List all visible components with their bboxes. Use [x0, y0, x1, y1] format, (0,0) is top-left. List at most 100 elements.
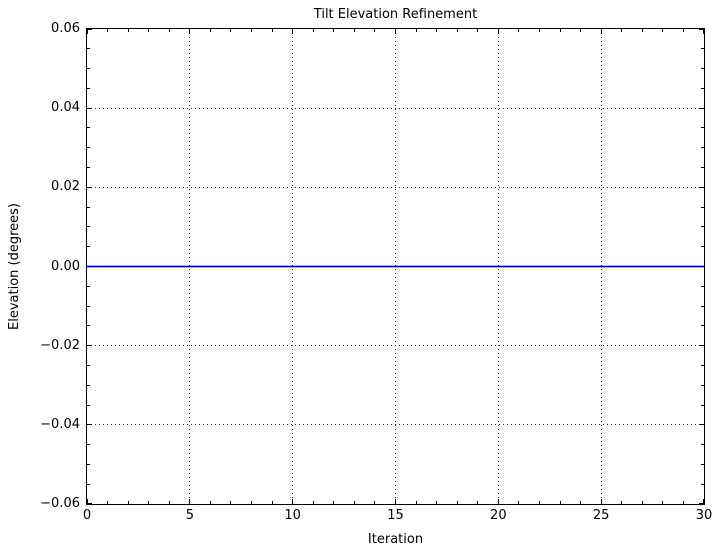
y-tick-right — [701, 68, 704, 70]
x-tick-bottom — [559, 501, 561, 504]
y-tick-right — [701, 48, 704, 50]
y-tick-right — [701, 285, 704, 287]
y-tick-right — [701, 305, 704, 307]
x-tick-top — [374, 29, 376, 32]
y-tick-right — [701, 384, 704, 386]
x-tick-top — [559, 29, 561, 32]
y-tick-label: 0.00 — [51, 258, 80, 274]
y-tick-right — [699, 29, 704, 30]
y-tick-left — [87, 345, 92, 347]
y-tick-left — [87, 246, 90, 248]
x-tick-top — [87, 29, 88, 34]
x-tick-label: 10 — [284, 508, 301, 523]
y-tick-left — [87, 285, 90, 287]
x-tick-top — [456, 29, 458, 32]
x-tick-bottom — [251, 501, 253, 504]
x-tick-top — [271, 29, 273, 32]
y-tick-right — [701, 404, 704, 406]
y-tick-right — [701, 87, 704, 89]
y-tick-left — [87, 186, 92, 188]
y-tick-right — [701, 206, 704, 208]
y-tick-label: 0.06 — [51, 21, 80, 36]
y-tick-label: −0.06 — [40, 496, 80, 511]
y-tick-left — [87, 206, 90, 208]
x-tick-bottom — [518, 501, 520, 504]
x-tick-bottom — [312, 501, 314, 504]
y-tick-label: 0.04 — [51, 100, 80, 116]
y-tick-right — [699, 424, 704, 426]
x-tick-top — [168, 29, 170, 32]
x-tick-top — [292, 29, 294, 34]
y-tick-right — [701, 444, 704, 446]
y-tick-left — [87, 463, 90, 465]
y-tick-right — [699, 186, 704, 188]
x-tick-bottom — [271, 501, 273, 504]
x-tick-bottom — [436, 501, 438, 504]
y-tick-right — [699, 345, 704, 347]
y-tick-label: −0.02 — [40, 337, 80, 353]
gridline-horizontal — [87, 345, 704, 347]
y-tick-left — [87, 226, 90, 228]
x-tick-top — [189, 29, 191, 34]
x-tick-top — [600, 29, 602, 34]
x-tick-bottom — [477, 501, 479, 504]
y-tick-left — [87, 444, 90, 446]
x-tick-bottom — [127, 501, 129, 504]
y-tick-left — [87, 127, 90, 129]
x-tick-label: 20 — [490, 508, 507, 523]
series-canvas — [87, 265, 704, 268]
y-tick-left — [87, 483, 90, 485]
x-tick-bottom — [456, 501, 458, 504]
y-tick-right — [701, 246, 704, 248]
x-tick-top — [127, 29, 129, 32]
x-tick-bottom — [641, 501, 643, 504]
x-tick-top — [538, 29, 540, 32]
gridline-horizontal — [87, 107, 704, 109]
gridline-horizontal — [87, 424, 704, 426]
y-tick-right — [699, 502, 704, 504]
x-tick-top — [580, 29, 582, 32]
x-tick-bottom — [168, 501, 170, 504]
x-tick-top — [353, 29, 355, 32]
x-tick-bottom — [702, 499, 704, 504]
y-tick-left — [87, 384, 90, 386]
y-tick-left — [87, 107, 92, 109]
x-tick-bottom — [497, 499, 499, 504]
x-tick-bottom — [148, 501, 150, 504]
y-tick-right — [701, 226, 704, 228]
y-tick-label: 0.02 — [51, 179, 80, 195]
x-tick-top — [333, 29, 335, 32]
x-tick-label: 0 — [82, 508, 92, 523]
x-tick-bottom — [395, 499, 396, 504]
x-tick-bottom — [209, 501, 211, 504]
x-tick-bottom — [682, 501, 684, 504]
x-tick-top — [662, 29, 664, 32]
y-tick-right — [701, 364, 704, 366]
y-tick-left — [87, 48, 90, 50]
y-tick-right — [701, 127, 704, 129]
x-tick-top — [436, 29, 438, 32]
x-tick-label: 30 — [695, 508, 713, 523]
x-tick-top — [477, 29, 479, 32]
x-tick-bottom — [292, 499, 294, 504]
y-tick-right — [701, 325, 704, 327]
x-tick-top — [148, 29, 150, 32]
x-tick-bottom — [230, 501, 232, 504]
y-tick-right — [701, 147, 704, 149]
x-tick-bottom — [580, 501, 582, 504]
x-tick-top — [682, 29, 684, 32]
y-tick-right — [701, 483, 704, 485]
y-tick-left — [87, 147, 90, 149]
x-tick-bottom — [538, 501, 540, 504]
y-tick-label: −0.04 — [40, 416, 80, 432]
y-tick-left — [87, 424, 92, 426]
x-tick-label: 25 — [592, 508, 610, 523]
y-tick-left — [87, 325, 90, 327]
x-tick-top — [230, 29, 232, 32]
x-tick-bottom — [189, 499, 191, 504]
x-tick-bottom — [415, 501, 417, 504]
x-tick-top — [497, 29, 499, 34]
y-tick-left — [87, 364, 90, 366]
x-tick-top — [209, 29, 211, 32]
